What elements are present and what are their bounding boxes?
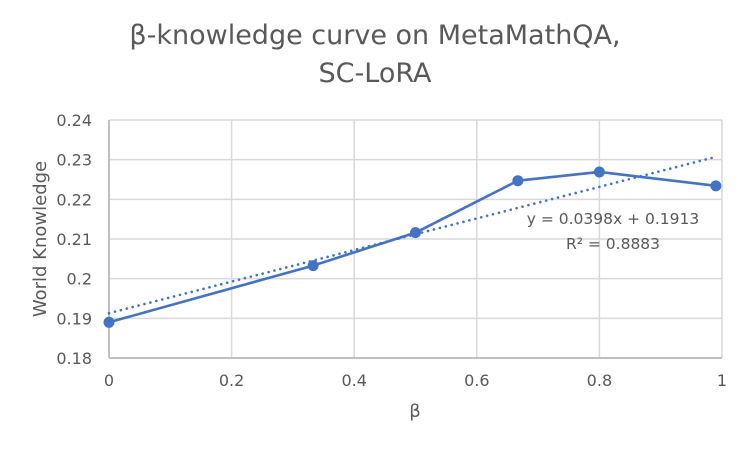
data-point <box>512 175 524 187</box>
y-tick-label: 0.2 <box>67 270 92 289</box>
trendline-equation: y = 0.0398x + 0.1913 <box>527 210 700 228</box>
series-line-world-knowledge <box>108 170 717 324</box>
data-point-markers <box>103 166 722 328</box>
data-point <box>593 166 605 178</box>
data-point <box>410 227 421 239</box>
chart-title-line-1: β-knowledge curve on MetaMathQA, <box>129 20 621 51</box>
data-point <box>710 180 722 192</box>
x-tick-label: 0 <box>104 371 114 390</box>
y-axis-ticks: 0.18 0.19 0.2 0.21 0.22 0.23 0.24 <box>56 111 92 368</box>
x-tick-label: 0.8 <box>587 371 612 390</box>
x-axis-ticks: 0 0.2 0.4 0.6 0.8 1 <box>104 371 727 390</box>
y-tick-label: 0.21 <box>56 230 92 249</box>
y-tick-label: 0.19 <box>56 309 92 328</box>
y-tick-label: 0.23 <box>56 151 92 170</box>
trendline-r-squared: R² = 0.8883 <box>566 235 660 253</box>
y-tick-label: 0.18 <box>56 349 92 368</box>
y-axis-title: World Knowledge <box>30 161 51 317</box>
y-tick-label: 0.22 <box>56 190 92 209</box>
data-point <box>307 260 319 272</box>
x-tick-label: 1 <box>717 371 727 390</box>
data-point <box>103 316 115 328</box>
x-tick-label: 0.6 <box>464 371 489 390</box>
x-tick-label: 0.4 <box>341 371 366 390</box>
linear-trendline <box>107 155 718 315</box>
y-tick-label: 0.24 <box>56 111 92 130</box>
chart-title-line-2: SC-LoRA <box>318 58 432 89</box>
x-tick-label: 0.2 <box>219 371 244 390</box>
x-axis-title: β <box>409 401 421 422</box>
